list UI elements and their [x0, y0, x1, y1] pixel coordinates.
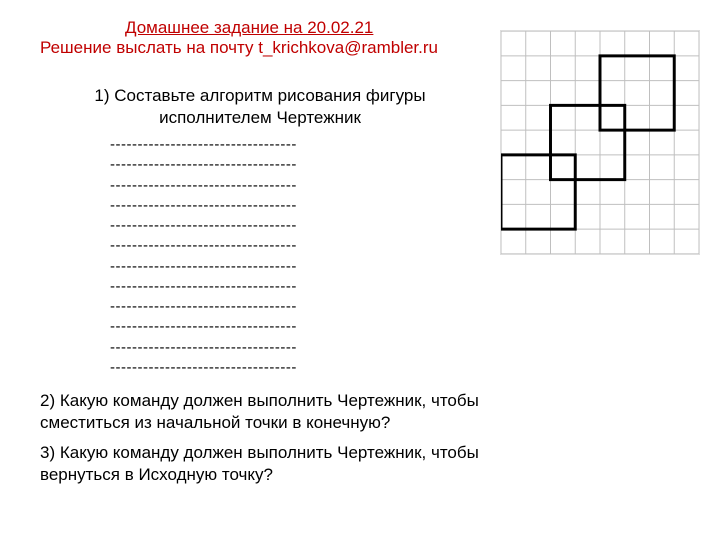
answer-line: ---------------------------------- — [110, 135, 297, 155]
answer-line: ---------------------------------- — [110, 297, 297, 317]
task-3: 3) Какую команду должен выполнить Чертеж… — [40, 442, 480, 486]
answer-lines-block: ----------------------------------------… — [110, 135, 297, 378]
answer-line: ---------------------------------- — [110, 176, 297, 196]
answer-line: ---------------------------------- — [110, 358, 297, 378]
answer-line: ---------------------------------- — [110, 196, 297, 216]
answer-line: ---------------------------------- — [110, 236, 297, 256]
answer-line: ---------------------------------- — [110, 257, 297, 277]
task-1-line2: исполнителем Чертежник — [60, 107, 460, 129]
answer-line: ---------------------------------- — [110, 216, 297, 236]
task-1-line1: 1) Составьте алгоритм рисования фигуры — [60, 85, 460, 107]
answer-line: ---------------------------------- — [110, 155, 297, 175]
figure-box — [500, 30, 700, 255]
task-1: 1) Составьте алгоритм рисования фигуры и… — [60, 85, 460, 129]
figure-svg — [501, 31, 699, 254]
answer-line: ---------------------------------- — [110, 277, 297, 297]
answer-line: ---------------------------------- — [110, 338, 297, 358]
answer-line: ---------------------------------- — [110, 317, 297, 337]
task-2: 2) Какую команду должен выполнить Чертеж… — [40, 390, 480, 434]
